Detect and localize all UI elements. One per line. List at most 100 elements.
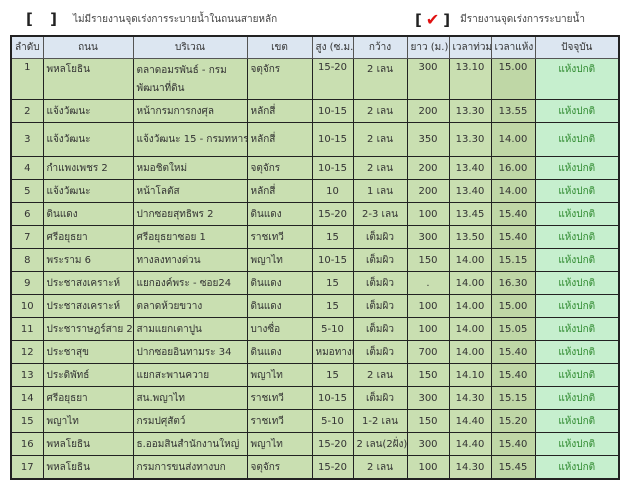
col-flood-time-cell: 14.30: [448, 386, 492, 410]
col-status-cell: แห้งปกติ: [534, 363, 620, 387]
col-status-cell: แห้งปกติ: [534, 455, 620, 480]
table-row: 12 ประชาสุข ปากซอยอินทามระ 34 ดินแดง หมอทางเ…: [10, 340, 620, 364]
col-flood-time-header: เวลาท่วม: [448, 35, 492, 59]
col-width-cell: เต็มผิว: [352, 248, 408, 272]
col-length-cell: 350: [406, 122, 450, 157]
col-width-cell: 2 เลน: [352, 156, 408, 180]
col-length-cell: 100: [406, 294, 450, 318]
col-flood-time-cell: 13.30: [448, 122, 492, 157]
col-width-cell: เต็มผิว: [352, 317, 408, 341]
col-index-cell: 12: [10, 340, 44, 364]
table-row: 1 พหลโยธิน ตลาดอมรพันธ์ - กรมพัฒนาที่ดิน จต…: [10, 58, 620, 100]
col-road-cell: พหลโยธิน: [42, 455, 134, 480]
col-height-cell: 10-15: [311, 248, 354, 272]
col-area-cell: แยกองค์พระ - ซอย24: [132, 271, 248, 295]
col-dry-time-cell: 13.55: [490, 99, 536, 123]
col-district-cell: พญาไท: [246, 432, 313, 456]
col-index-cell: 16: [10, 432, 44, 456]
col-area-cell: ปากซอยสุทธิพร 2: [132, 202, 248, 226]
table-row: 13 ประดิพัทธ์ แยกสะพานควาย พญาไท 15 2 เลน 150 1…: [10, 363, 620, 387]
col-width-cell: 2 เลน: [352, 99, 408, 123]
legend-report-label: มีรายงานจุดเร่งการระบายน้ำ: [460, 14, 585, 25]
col-road-cell: ประชาสงเคราะห์: [42, 294, 134, 318]
col-index-cell: 3: [10, 122, 44, 157]
col-width-cell: 2 เลน(2ฝั่ง): [352, 432, 408, 456]
col-length-cell: 300: [406, 432, 450, 456]
col-status-cell: แห้งปกติ: [534, 294, 620, 318]
col-flood-time-cell: 13.45: [448, 202, 492, 226]
table-row: 8 พระราม 6 ทางลงทางด่วน พญาไท 10-15 เต็มผิว 15…: [10, 248, 620, 272]
col-height-cell: 10-15: [311, 122, 354, 157]
col-width-cell: 2 เลน: [352, 122, 408, 157]
col-height-cell: 15-20: [311, 202, 354, 226]
col-length-cell: 300: [406, 225, 450, 249]
col-road-cell: ประดิพัทธ์: [42, 363, 134, 387]
col-district-cell: หลักสี่: [246, 99, 313, 123]
col-status-cell: แห้งปกติ: [534, 58, 620, 100]
col-dry-time-header: เวลาแห้ง: [490, 35, 536, 59]
col-status-cell: แห้งปกติ: [534, 317, 620, 341]
col-height-cell: 5-10: [311, 409, 354, 433]
col-height-cell: 15-20: [311, 432, 354, 456]
col-district-cell: หลักสี่: [246, 179, 313, 203]
col-width-cell: 1-2 เลน: [352, 409, 408, 433]
col-index-cell: 13: [10, 363, 44, 387]
col-dry-time-cell: 15.40: [490, 340, 536, 364]
col-flood-time-cell: 13.10: [448, 58, 492, 100]
col-dry-time-cell: 15.40: [490, 202, 536, 226]
col-district-cell: จตุจักร: [246, 455, 313, 480]
col-dry-time-cell: 16.30: [490, 271, 536, 295]
col-road-cell: พระราม 6: [42, 248, 134, 272]
col-flood-time-cell: 14.00: [448, 271, 492, 295]
col-road-cell: ประชาราษฎร์สาย 2: [42, 317, 134, 341]
empty-box-marker: [ ]: [26, 10, 63, 28]
col-height-cell: 10-15: [311, 99, 354, 123]
col-road-cell: แจ้งวัฒนะ: [42, 99, 134, 123]
col-flood-time-cell: 13.40: [448, 156, 492, 180]
col-status-cell: แห้งปกติ: [534, 179, 620, 203]
col-index-cell: 17: [10, 455, 44, 480]
col-index-cell: 7: [10, 225, 44, 249]
col-height-cell: หมอทางเท้: [311, 340, 354, 364]
col-status-header: ปัจจุบัน: [534, 35, 620, 59]
col-height-cell: 10: [311, 179, 354, 203]
col-status-cell: แห้งปกติ: [534, 340, 620, 364]
table-row: 6 ดินแดง ปากซอยสุทธิพร 2 ดินแดง 15-20 2-3 เลน…: [10, 202, 620, 226]
table-row: 11 ประชาราษฎร์สาย 2 สามแยกเตาปูน บางซื่อ 5-1…: [10, 317, 620, 341]
legend-no-report: [ ] ไม่มีรายงานจุดเร่งการระบายน้ำในถนนสา…: [26, 10, 277, 28]
legend-no-report-label: ไม่มีรายงานจุดเร่งการระบายน้ำในถนนสายหลั…: [72, 13, 278, 25]
col-flood-time-cell: 13.50: [448, 225, 492, 249]
col-width-cell: 1 เลน: [352, 179, 408, 203]
col-length-cell: 150: [406, 248, 450, 272]
table-row: 14 ศรีอยุธยา สน.พญาไท ราชเทวี 10-15 เต็มผิว 30…: [10, 386, 620, 410]
col-road-cell: ประชาสงเคราะห์: [42, 271, 134, 295]
col-width-cell: 2-3 เลน: [352, 202, 408, 226]
col-area-cell: ธ.ออมสินสำนักงานใหญ่: [132, 432, 248, 456]
col-area-cell: กรมปศุสัตว์: [132, 409, 248, 433]
col-district-cell: จตุจักร: [246, 58, 313, 100]
col-district-cell: พญาไท: [246, 248, 313, 272]
col-road-cell: ดินแดง: [42, 202, 134, 226]
bracket-close: ]: [443, 10, 451, 29]
table-row: 15 พญาไท กรมปศุสัตว์ ราชเทวี 5-10 1-2 เลน 150 1…: [10, 409, 620, 433]
col-area-cell: ทางลงทางด่วน: [132, 248, 248, 272]
col-length-cell: 300: [406, 386, 450, 410]
col-flood-time-cell: 14.30: [448, 455, 492, 480]
col-area-cell: สน.พญาไท: [132, 386, 248, 410]
col-flood-time-cell: 14.40: [448, 409, 492, 433]
col-height-cell: 10-15: [311, 386, 354, 410]
col-status-cell: แห้งปกติ: [534, 225, 620, 249]
col-district-cell: พญาไท: [246, 363, 313, 387]
col-district-header: เขต: [246, 35, 313, 59]
table-row: 10 ประชาสงเคราะห์ ตลาดห้วยขวาง ดินแดง 15 เต็ม…: [10, 294, 620, 318]
col-road-cell: พหลโยธิน: [42, 58, 134, 100]
col-road-header: ถนน: [42, 35, 134, 59]
col-dry-time-cell: 15.40: [490, 363, 536, 387]
col-road-cell: ประชาสุข: [42, 340, 134, 364]
col-district-cell: ราชเทวี: [246, 386, 313, 410]
col-height-cell: 15-20: [311, 58, 354, 100]
col-dry-time-cell: 15.05: [490, 317, 536, 341]
col-width-cell: เต็มผิว: [352, 340, 408, 364]
